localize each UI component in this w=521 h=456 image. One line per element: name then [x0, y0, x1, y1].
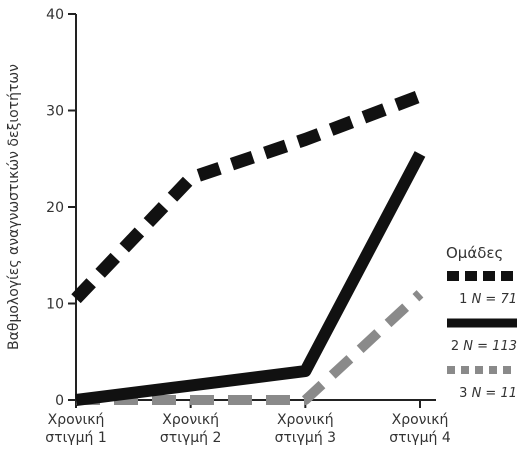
- x-tick-label-line: Χρονική: [48, 412, 105, 428]
- legend-label-3: 3 N = 11: [459, 386, 517, 401]
- x-tick-label-line: στιγμή 4: [389, 430, 451, 446]
- y-tick-label: 10: [46, 297, 64, 313]
- legend-group-n: N = 71: [472, 292, 517, 307]
- legend-group-n: N = 113: [463, 339, 517, 354]
- y-tick-label: 20: [46, 200, 64, 216]
- y-tick-label: 0: [55, 393, 64, 409]
- x-ticks: Χρονική στιγμή 1 Χρονική στιγμή 2 Χρονική στι…: [45, 400, 451, 446]
- legend-title: Ομάδες: [446, 244, 503, 262]
- x-tick-label-line: Χρονική: [277, 412, 334, 428]
- series-lines: [71, 89, 426, 406]
- series-line-3: [76, 290, 424, 405]
- series-line-1: [71, 89, 423, 304]
- y-tick-label: 30: [46, 104, 64, 120]
- y-tick-label: 40: [46, 7, 64, 23]
- series-line-2: [75, 151, 426, 406]
- x-tick-label: Χρονική στιγμή 3: [275, 412, 336, 446]
- x-tick-label-line: Χρονική: [162, 412, 219, 428]
- x-tick-label-line: Χρονική: [392, 412, 449, 428]
- x-tick-label: Χρονική στιγμή 1: [45, 412, 106, 446]
- legend-group-number: 1: [459, 292, 471, 307]
- x-tick-label-line: στιγμή 3: [275, 430, 336, 446]
- x-tick-label-line: στιγμή 1: [45, 430, 106, 446]
- x-tick-label: Χρονική στιγμή 4: [389, 412, 451, 446]
- y-ticks: 0 10 20 30 40: [46, 7, 76, 409]
- legend-label-2: 2 N = 113: [451, 339, 517, 354]
- x-tick-label-line: στιγμή 2: [160, 430, 221, 446]
- x-tick-label: Χρονική στιγμή 2: [160, 412, 221, 446]
- legend-group-number: 2: [451, 339, 463, 354]
- legend-group-number: 3: [459, 386, 471, 401]
- legend-group-n: N = 11: [472, 386, 517, 401]
- legend-label-1: 1 N = 71: [459, 292, 517, 307]
- y-axis-label: Βαθμολογίες αναγνωστικών δεξιοτήτων: [6, 64, 22, 350]
